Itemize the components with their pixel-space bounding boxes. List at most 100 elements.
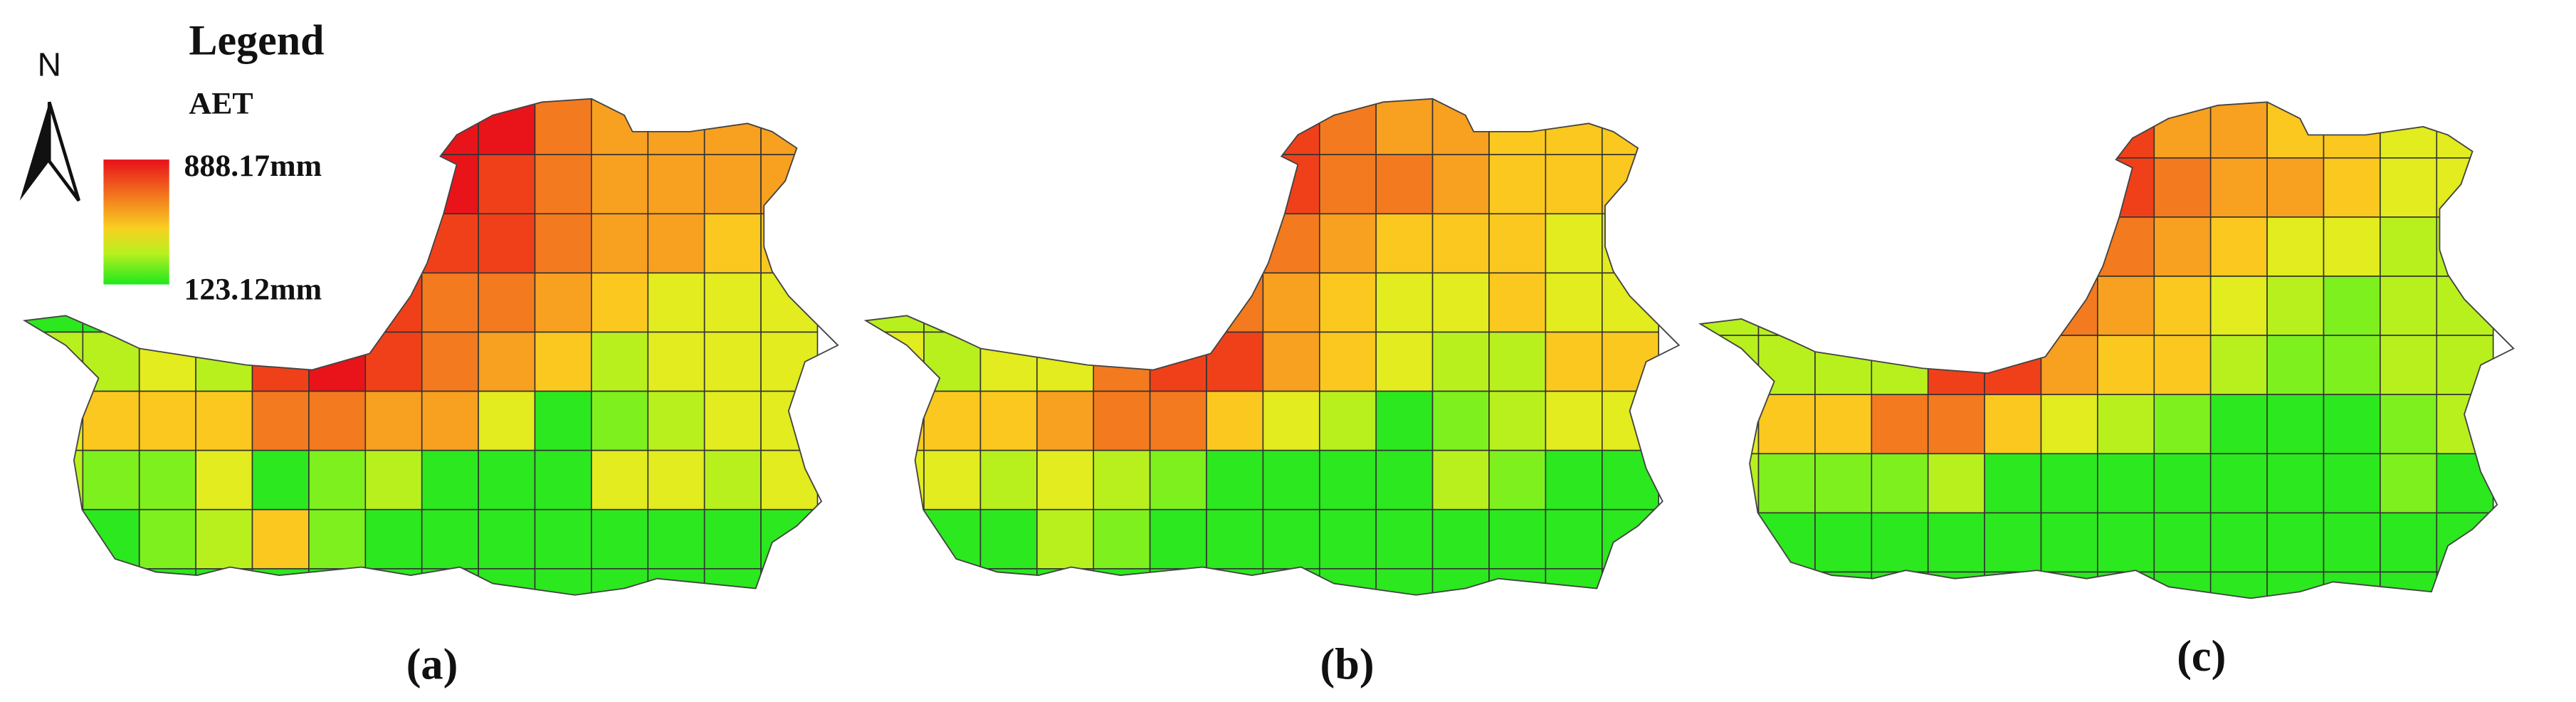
grid-cell bbox=[1488, 98, 1547, 155]
grid-cell bbox=[2380, 571, 2438, 599]
grid-cell bbox=[534, 154, 592, 215]
grid-cell bbox=[2266, 216, 2325, 277]
region-outline bbox=[863, 98, 1681, 596]
grid-cell bbox=[703, 508, 762, 570]
grid-cell bbox=[364, 568, 423, 595]
grid-cell bbox=[1375, 449, 1434, 510]
grid-cell bbox=[478, 154, 536, 215]
grid-cell bbox=[1871, 571, 1929, 599]
grid-cell bbox=[1375, 213, 1434, 274]
grid-cell bbox=[2323, 335, 2381, 395]
grid-cell bbox=[1757, 394, 1816, 455]
grid-cell bbox=[1488, 390, 1547, 451]
grid-cell bbox=[1757, 276, 1816, 336]
grid-cell bbox=[1984, 276, 2042, 336]
grid-cell bbox=[421, 449, 479, 510]
grid-cell bbox=[2153, 102, 2212, 159]
grid-cell bbox=[138, 449, 196, 510]
grid-cells bbox=[866, 98, 1660, 595]
grid-cell bbox=[1319, 213, 1377, 274]
grid-cell bbox=[2323, 571, 2381, 599]
grid-cell bbox=[1149, 508, 1207, 570]
grid-cell bbox=[251, 449, 310, 510]
grid-cell bbox=[2153, 571, 2212, 599]
grid-cell bbox=[923, 331, 982, 392]
grid-cell bbox=[2380, 394, 2438, 455]
grid-cell bbox=[534, 98, 592, 155]
grid-cell bbox=[1262, 213, 1320, 274]
panel-label: (a) bbox=[406, 639, 458, 688]
grid-cell bbox=[591, 331, 649, 392]
grid-cell bbox=[2209, 394, 2268, 455]
grid-cell bbox=[1262, 390, 1320, 451]
grid-cell bbox=[1601, 331, 1660, 392]
grid-cell bbox=[979, 449, 1038, 510]
grid-cell bbox=[2153, 453, 2212, 514]
grid-cell bbox=[923, 568, 982, 595]
grid-cell bbox=[1375, 154, 1434, 215]
north-arrow: N bbox=[19, 46, 80, 202]
grid-cell bbox=[1984, 453, 2042, 514]
grid-cell bbox=[1814, 571, 1873, 599]
grid-cell bbox=[866, 272, 925, 333]
grid-cell bbox=[308, 568, 367, 595]
grid-cell bbox=[2436, 453, 2494, 514]
grid-cell bbox=[1319, 154, 1377, 215]
grid-cell bbox=[1488, 568, 1547, 595]
grid-cell bbox=[1871, 394, 1929, 455]
grid-cell bbox=[591, 272, 649, 333]
grid-cell bbox=[1814, 335, 1873, 395]
grid-cell bbox=[703, 213, 762, 274]
grid-cell bbox=[1757, 453, 1816, 514]
grid-cell bbox=[1545, 331, 1603, 392]
grid-cell bbox=[1206, 568, 1264, 595]
north-arrow-left bbox=[19, 102, 50, 201]
grid-cell bbox=[1319, 449, 1377, 510]
grid-cell bbox=[2436, 157, 2494, 218]
grid-cell bbox=[2040, 335, 2098, 395]
grid-cell bbox=[760, 331, 819, 392]
grid-cell bbox=[703, 154, 762, 215]
grid-cell bbox=[2266, 157, 2325, 218]
grid-cell bbox=[364, 390, 423, 451]
grid-cell bbox=[703, 272, 762, 333]
grid-cell bbox=[1319, 390, 1377, 451]
grid-cell bbox=[1093, 508, 1151, 570]
grid-cell bbox=[195, 390, 253, 451]
grid-cell bbox=[1319, 568, 1377, 595]
grid-cell bbox=[647, 213, 705, 274]
grid-cell bbox=[478, 213, 536, 274]
grid-cell bbox=[1601, 449, 1660, 510]
legend-title: Legend bbox=[189, 16, 324, 63]
grid-cell bbox=[1431, 331, 1490, 392]
grid-cell bbox=[2380, 216, 2438, 277]
grid-cell bbox=[364, 331, 423, 392]
grid-cell bbox=[2097, 102, 2155, 159]
grid-cell bbox=[82, 568, 140, 595]
grid-cell bbox=[979, 508, 1038, 570]
grid-cell bbox=[1431, 390, 1490, 451]
grid-cell bbox=[647, 154, 705, 215]
grid-cell bbox=[1431, 508, 1490, 570]
grid-cell bbox=[1984, 571, 2042, 599]
grid-cell bbox=[2380, 157, 2438, 218]
grid-cell bbox=[1036, 449, 1095, 510]
grid-cell bbox=[647, 390, 705, 451]
grid-cell bbox=[26, 390, 84, 451]
grid-cell bbox=[923, 272, 982, 333]
grid-cell bbox=[1431, 272, 1490, 333]
grid-cell bbox=[1036, 272, 1095, 333]
grid-cell bbox=[1488, 449, 1547, 510]
grid-cell bbox=[138, 508, 196, 570]
grid-cell bbox=[760, 390, 819, 451]
grid-cell bbox=[364, 449, 423, 510]
grid-cell bbox=[647, 508, 705, 570]
grid-cell bbox=[364, 154, 423, 215]
grid-cell bbox=[421, 213, 479, 274]
grid-cell bbox=[1093, 331, 1151, 392]
grid-cell bbox=[2040, 157, 2098, 218]
grid-cell bbox=[1545, 213, 1603, 274]
grid-cell bbox=[1488, 331, 1547, 392]
grid-cell bbox=[2097, 335, 2155, 395]
grid-cell bbox=[1545, 272, 1603, 333]
